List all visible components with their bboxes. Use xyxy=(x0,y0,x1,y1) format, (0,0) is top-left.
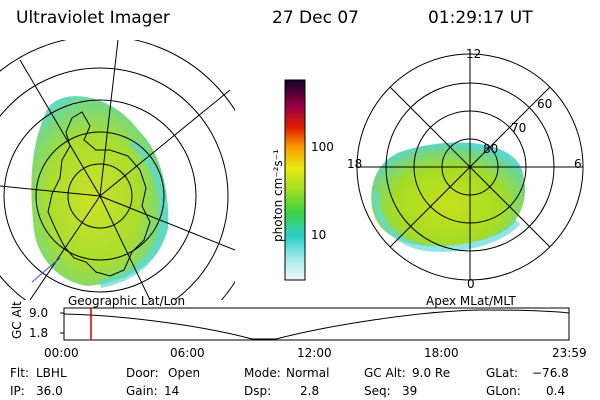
app-title: Ultraviolet Imager xyxy=(16,8,170,28)
alt-tick-low: 1.8 xyxy=(29,326,49,340)
geographic-map xyxy=(0,40,235,300)
colorbar-tick-10: 10 xyxy=(311,228,327,242)
ip-value: 36.0 xyxy=(36,384,63,398)
lat-label-80: 80 xyxy=(483,142,499,156)
colorbar xyxy=(284,79,306,281)
mode-label: Mode: xyxy=(244,366,281,380)
altitude-axis-label: GC Alt xyxy=(10,301,24,339)
altitude-curve xyxy=(63,309,570,340)
lat-label-60: 60 xyxy=(537,97,553,111)
dsp-label: Dsp: xyxy=(244,384,272,398)
ip-label: IP: xyxy=(10,384,25,398)
time-tick-0600: 06:00 xyxy=(170,346,205,360)
colorbar-tick-100: 100 xyxy=(311,140,334,154)
time-tick-1800: 18:00 xyxy=(424,346,459,360)
glon-value: 0.4 xyxy=(546,384,566,398)
door-label: Door: xyxy=(126,366,159,380)
time-tick-1200: 12:00 xyxy=(297,346,332,360)
colorbar-label: photon cm⁻²s⁻¹ xyxy=(271,149,285,242)
left-map-caption: Geographic Lat/Lon xyxy=(68,294,186,308)
gcalt-value: 9.0 Re xyxy=(412,366,451,380)
gcalt-label: GC Alt: xyxy=(364,366,406,380)
filter-label: Flt: xyxy=(10,366,29,380)
time-display: 01:29:17 UT xyxy=(428,8,533,28)
coastline xyxy=(47,111,151,277)
mlt-label-18: 18 xyxy=(347,157,363,171)
altitude-strip xyxy=(60,307,570,341)
date-display: 27 Dec 07 xyxy=(272,8,359,28)
mlt-label-6: 6 xyxy=(574,157,582,171)
dsp-value: 2.8 xyxy=(300,384,320,398)
right-map-caption: Apex MLat/MLT xyxy=(426,294,516,308)
glon-label: GLon: xyxy=(486,384,521,398)
glat-value: −76.8 xyxy=(532,366,569,380)
mode-value: Normal xyxy=(286,366,330,380)
gain-label: Gain: xyxy=(126,384,158,398)
glat-label: GLat: xyxy=(486,366,519,380)
lat-label-70: 70 xyxy=(511,121,527,135)
seq-value: 39 xyxy=(402,384,418,398)
gain-value: 14 xyxy=(164,384,180,398)
seq-label: Seq: xyxy=(364,384,391,398)
filter-value: LBHL xyxy=(36,366,67,380)
polar-map xyxy=(356,53,584,281)
mlt-label-0: 0 xyxy=(467,277,475,291)
time-tick-0000: 00:00 xyxy=(44,346,79,360)
door-value: Open xyxy=(168,366,201,380)
alt-tick-high: 9.0 xyxy=(29,306,49,320)
time-tick-2359: 23:59 xyxy=(552,346,587,360)
mlt-label-12: 12 xyxy=(466,47,482,61)
